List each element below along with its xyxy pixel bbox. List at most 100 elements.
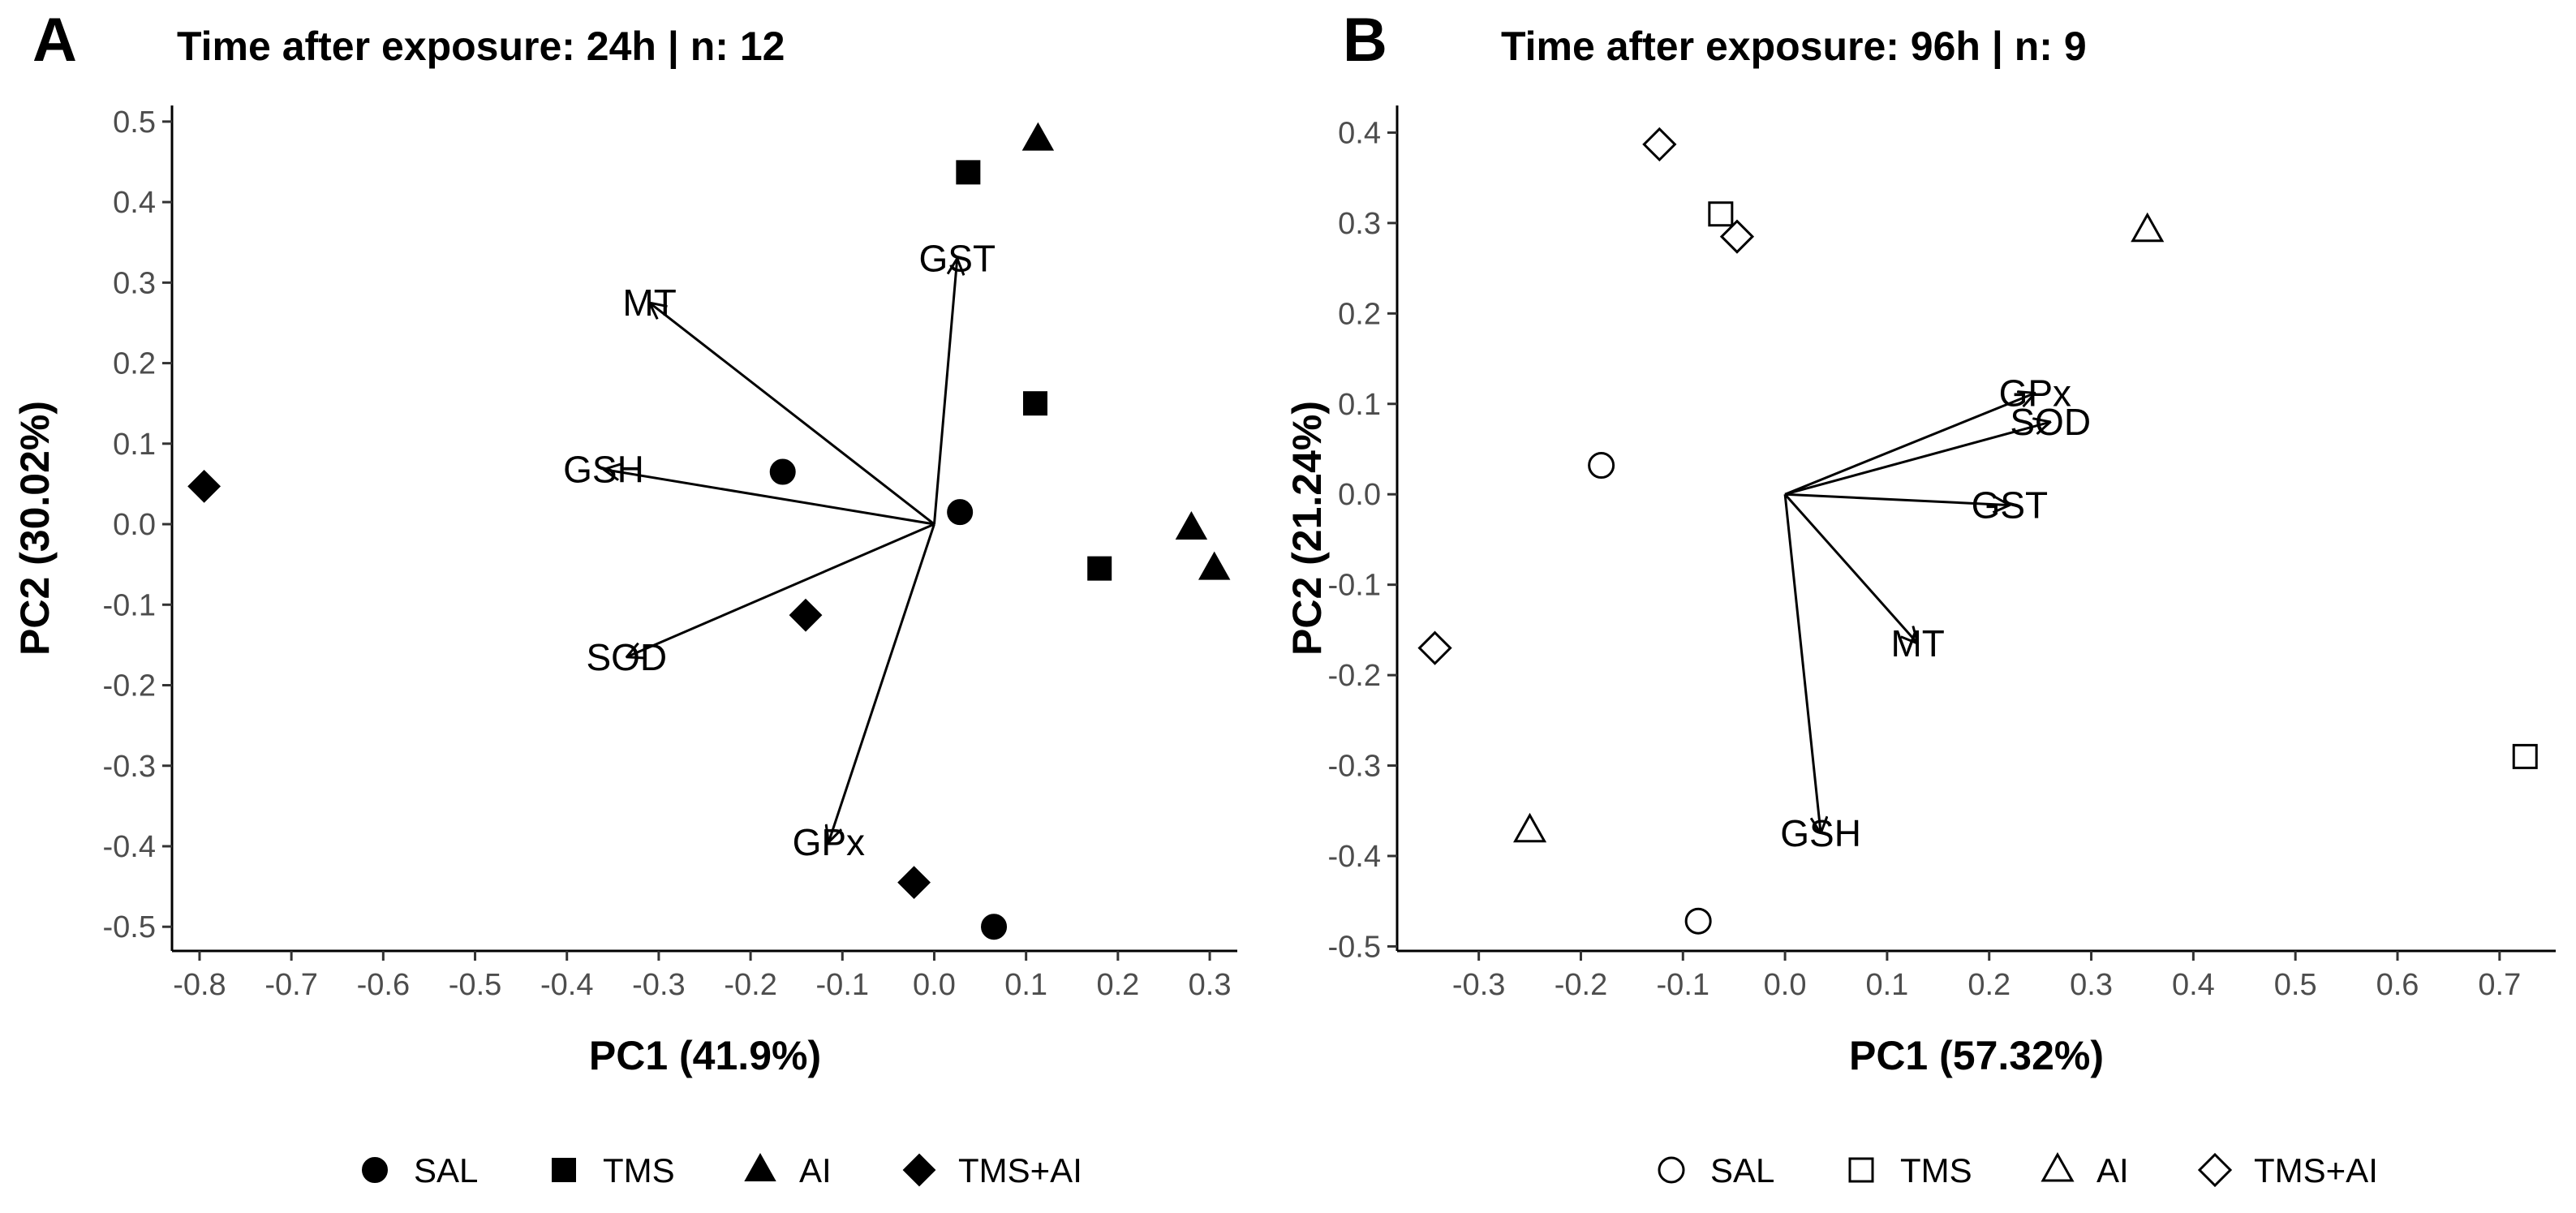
panel-b-point-ai bbox=[1512, 812, 1547, 843]
y-tick-label: -0.1 bbox=[103, 588, 156, 622]
panel-b-point-sal bbox=[1588, 452, 1615, 480]
panel-a-point-tms-plus-ai bbox=[187, 469, 221, 503]
panel-a-point-ai bbox=[1198, 551, 1231, 580]
panel-a-vector-gsh bbox=[604, 470, 935, 526]
panel-a-vector-mt bbox=[650, 303, 935, 526]
panel-b-point-ai bbox=[2131, 212, 2165, 243]
panel-a-vector-label-sod: SOD bbox=[586, 636, 667, 678]
y-tick-label: -0.3 bbox=[103, 750, 156, 784]
y-tick-label: -0.5 bbox=[103, 910, 156, 944]
x-tick-label: 0.0 bbox=[1764, 968, 1807, 1002]
panel-b-point-tms bbox=[2512, 743, 2538, 769]
x-tick-label: 0.2 bbox=[1096, 968, 1139, 1002]
y-tick-label: 0.0 bbox=[113, 508, 156, 542]
panel-a-vector-gst bbox=[932, 259, 957, 525]
panel-a-point-sal bbox=[947, 499, 974, 526]
panel-b-point-tms-plus-ai bbox=[1719, 219, 1755, 254]
panel-b-vector-label-gpx: GPx bbox=[1999, 372, 2071, 414]
panel-a-x-ticks: -0.8 -0.7 -0.6 -0.5 -0.4 -0.3 -0.2 -0.1 0.0 0.1 0.… bbox=[173, 951, 1231, 1002]
panel-a-point-tms-plus-ai bbox=[897, 866, 931, 900]
panel-a-legend-label-tms-plus-ai: TMS+AI bbox=[958, 1151, 1082, 1189]
panel-a-point-tms bbox=[1087, 556, 1112, 581]
panel-a-vector-gpx bbox=[828, 523, 935, 842]
panel-b-y-axis-title: PC2 (21.24%) bbox=[1284, 401, 1330, 656]
panel-a-vector-label-gst: GST bbox=[918, 238, 996, 280]
x-tick-label: -0.5 bbox=[449, 968, 501, 1002]
panel-b-x-ticks: -0.3 -0.2 -0.1 0.0 0.1 0.2 0.3 0.4 0.5 0.6 0.7 bbox=[1452, 951, 2521, 1002]
panel-a-letter: A bbox=[32, 6, 77, 75]
panel-b-legend-label-tms: TMS bbox=[1900, 1151, 1972, 1189]
panel-b-point-sal bbox=[1684, 907, 1712, 935]
panel-b-vector-label-gsh: GSH bbox=[1780, 812, 1861, 854]
panel-b-vector-gst bbox=[1785, 493, 2010, 505]
panel-a-legend-key-ai bbox=[744, 1152, 776, 1181]
y-tick-label: 0.0 bbox=[1338, 478, 1381, 512]
x-tick-label: -0.2 bbox=[724, 968, 776, 1002]
x-tick-label: -0.2 bbox=[1555, 968, 1607, 1002]
x-tick-label: 0.0 bbox=[913, 968, 956, 1002]
panel-a-y-axis-title: PC2 (30.02%) bbox=[12, 401, 58, 656]
panel-b-point-tms-plus-ai bbox=[1642, 127, 1677, 162]
panel-b-legend-key-tms-plus-ai bbox=[2197, 1152, 2233, 1188]
x-tick-label: 0.7 bbox=[2478, 968, 2521, 1002]
y-tick-label: 0.3 bbox=[113, 266, 156, 300]
panel-b-vector-label-sod: SOD bbox=[2010, 401, 2091, 443]
panel-a-point-tms bbox=[1022, 391, 1047, 416]
panel-a-legend-label-sal: SAL bbox=[414, 1151, 478, 1189]
y-tick-label: 0.2 bbox=[113, 347, 156, 381]
panel-a-vector-label-gsh: GSH bbox=[563, 449, 644, 491]
y-tick-label: -0.5 bbox=[1328, 930, 1381, 964]
panel-a-title: Time after exposure: 24h | n: 12 bbox=[177, 24, 785, 70]
x-tick-label: 0.1 bbox=[1004, 968, 1047, 1002]
panel-a-point-ai bbox=[1175, 510, 1208, 540]
panel-a: A Time after exposure: 24h | n: 12 -0.8-… bbox=[12, 6, 1237, 1078]
panel-a-legend-label-tms: TMS bbox=[603, 1151, 675, 1189]
x-tick-label: 0.2 bbox=[1967, 968, 2010, 1002]
y-tick-label: -0.2 bbox=[1328, 659, 1381, 693]
panel-b-y-ticks: -0.5 -0.4 -0.3 -0.2 -0.1 0.0 0.1 0.2 0.3 0.4 bbox=[1328, 116, 1397, 964]
x-tick-label: -0.3 bbox=[632, 968, 685, 1002]
panel-b-legend-key-sal bbox=[1658, 1156, 1685, 1184]
panel-a-vector-label-mt: MT bbox=[622, 282, 676, 324]
panel-b-vector-gsh bbox=[1783, 494, 1821, 833]
panel-a-point-sal bbox=[769, 458, 796, 485]
panel-b-vector-sod bbox=[1784, 422, 2050, 496]
x-tick-label: 0.3 bbox=[2070, 968, 2113, 1002]
x-tick-label: 0.1 bbox=[1865, 968, 1908, 1002]
panel-a-point-tms bbox=[956, 160, 981, 185]
panel-b-x-axis-title: PC1 (57.32%) bbox=[1849, 1033, 2104, 1078]
panel-b-vector-gpx bbox=[1784, 393, 2035, 496]
panel-a-legend-key-tms bbox=[552, 1158, 576, 1182]
panel-b-legend-label-sal: SAL bbox=[1710, 1151, 1774, 1189]
panel-a-point-tms-plus-ai bbox=[789, 598, 823, 632]
x-tick-label: -0.6 bbox=[357, 968, 410, 1002]
panel-b-legend-label-ai: AI bbox=[2096, 1151, 2129, 1189]
panel-a-vector-sod bbox=[626, 523, 935, 657]
panel-b: B Time after exposure: 96h | n: 9 -0.3 -0… bbox=[1284, 6, 2556, 1078]
y-tick-label: -0.3 bbox=[1328, 750, 1381, 784]
x-tick-label: 0.6 bbox=[2376, 968, 2419, 1002]
y-tick-label: -0.1 bbox=[1328, 569, 1381, 603]
y-tick-label: -0.4 bbox=[1328, 840, 1381, 874]
y-tick-label: 0.1 bbox=[1338, 388, 1381, 422]
y-tick-label: 0.2 bbox=[1338, 297, 1381, 331]
panel-b-points bbox=[1417, 127, 2538, 935]
x-tick-label: 0.3 bbox=[1189, 968, 1232, 1002]
panel-b-legend-key-ai bbox=[2041, 1151, 2075, 1182]
panel-a-point-sal bbox=[981, 914, 1008, 940]
y-tick-label: 0.4 bbox=[1338, 116, 1381, 150]
panel-a-legend: SAL TMS AI TMS+AI bbox=[362, 1151, 1082, 1189]
panel-a-point-ai bbox=[1021, 122, 1055, 151]
panel-a-points bbox=[187, 122, 1231, 940]
panel-b-point-tms-plus-ai bbox=[1417, 630, 1452, 665]
panel-a-y-ticks: -0.5 -0.4 -0.3 -0.2 -0.1 0.0 0.1 0.2 0.3 0.4 0.5 bbox=[103, 105, 172, 944]
panel-a-legend-key-sal bbox=[362, 1157, 388, 1183]
x-tick-label: 0.4 bbox=[2172, 968, 2215, 1002]
panel-b-letter: B bbox=[1343, 6, 1387, 75]
panel-a-vector-label-gpx: GPx bbox=[793, 821, 865, 863]
panel-b-legend-key-tms bbox=[1848, 1157, 1874, 1183]
panel-b-vector-label-gst: GST bbox=[1972, 484, 2049, 527]
x-tick-label: 0.5 bbox=[2274, 968, 2317, 1002]
